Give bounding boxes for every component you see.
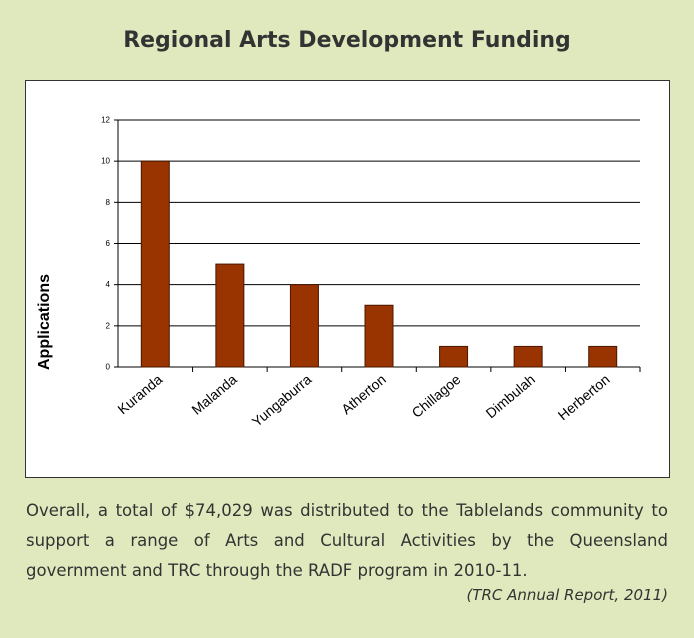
bar	[215, 263, 245, 368]
bar	[364, 304, 394, 368]
chart-frame	[25, 80, 670, 478]
bar	[513, 345, 543, 368]
bar	[289, 284, 319, 368]
citation: (TRC Annual Report, 2011)	[466, 586, 668, 604]
bar	[588, 345, 618, 368]
y-tick-label: 8	[106, 198, 111, 207]
y-tick-label: 2	[106, 321, 111, 330]
bar	[140, 160, 170, 368]
y-tick-label: 6	[106, 239, 111, 248]
y-tick-label: 10	[101, 157, 110, 166]
chart-title: Regional Arts Development Funding	[123, 28, 571, 53]
y-tick-label: 0	[106, 363, 111, 372]
bar	[439, 345, 469, 368]
y-tick-label: 4	[106, 280, 111, 289]
y-tick-label: 12	[101, 116, 110, 125]
y-axis-label: Applications	[36, 274, 53, 370]
description: Overall, a total of $74,029 was distribu…	[26, 501, 668, 580]
